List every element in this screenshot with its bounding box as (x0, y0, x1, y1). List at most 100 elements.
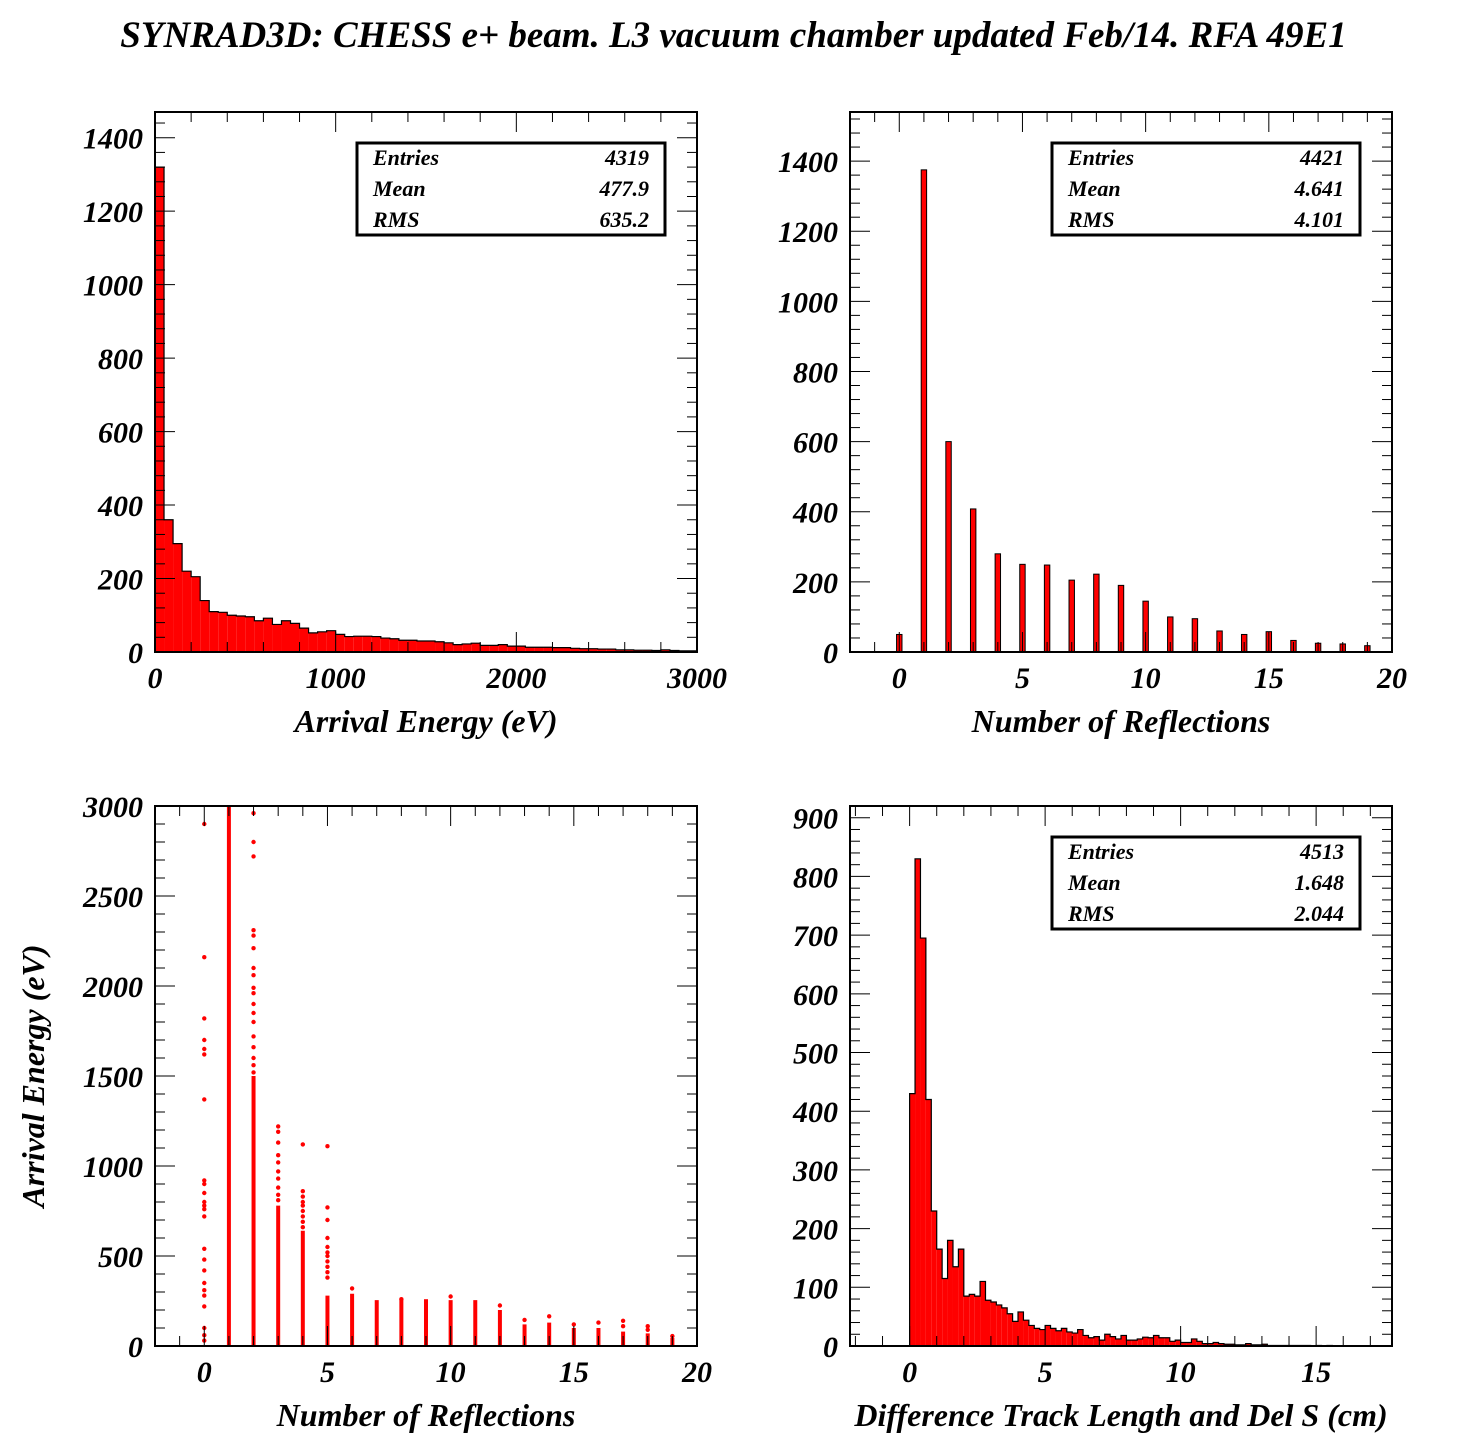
y-tick-label: 2000 (82, 971, 143, 1004)
stats-value: 4319 (604, 145, 649, 170)
stats-value: 2.044 (1294, 901, 1345, 926)
stats-value: 477.9 (599, 176, 650, 201)
scatter-point (596, 1320, 601, 1325)
y-tick-label: 0 (128, 1331, 143, 1364)
histogram-bar (407, 640, 417, 652)
y-tick-label: 1400 (778, 146, 838, 179)
histogram-bar (980, 1281, 986, 1346)
scatter-point (202, 1293, 207, 1298)
histogram-bar (579, 648, 589, 652)
scatter-point (275, 1169, 281, 1174)
scatter-point (202, 1304, 207, 1309)
histogram-bar (1077, 1329, 1084, 1346)
scatter-point (251, 1045, 256, 1050)
histogram-bar (660, 649, 670, 652)
histogram-bar (1158, 1337, 1165, 1346)
histogram-bar (543, 647, 553, 652)
histogram-bar (1110, 1336, 1116, 1346)
histogram-bar (1050, 1328, 1056, 1346)
histogram-bar (227, 615, 237, 652)
histogram-bar (994, 553, 1002, 653)
x-tick-label: 20 (681, 1356, 712, 1389)
scatter-point (275, 1124, 281, 1129)
histogram-bar (1072, 1333, 1078, 1346)
x-tick-label: 5 (1038, 1356, 1053, 1389)
scatter-point (325, 1250, 330, 1255)
histogram-bar (299, 628, 309, 652)
scatter-point (202, 955, 207, 960)
scatter-point (620, 1318, 626, 1324)
histogram-bar (606, 649, 616, 652)
y-tick-label: 0 (128, 637, 143, 670)
stats-box-frame (1050, 141, 1362, 237)
histogram-bar (1023, 1320, 1029, 1346)
histogram-bar (1055, 1330, 1062, 1346)
chart-panel-2: 0 200 400 600 800 1000 1200 1400 0 5 10 15 20 Number … (778, 111, 1407, 739)
histogram-bar (444, 642, 454, 652)
scatter-point (399, 1297, 404, 1302)
histogram-bar (1191, 1338, 1197, 1346)
histogram-bar (969, 508, 977, 653)
scatter-point (300, 1219, 306, 1225)
histogram-bar (1018, 1311, 1024, 1346)
y-tick-label: 0 (823, 637, 838, 670)
scatter-point (202, 1246, 207, 1252)
scatter-point (251, 965, 256, 971)
stats-value: 635.2 (600, 207, 650, 232)
histogram-bar (263, 618, 273, 652)
scatter-point (251, 973, 256, 978)
scatter-point (251, 1001, 256, 1007)
histogram-bar (398, 640, 408, 652)
scatter-point (202, 1280, 207, 1286)
x-tick-label: 15 (1254, 662, 1284, 695)
scatter-point (251, 946, 256, 951)
scatter-point (251, 933, 256, 938)
histogram-bar (317, 631, 327, 652)
chart-panel-1: 0 200 400 600 800 1000 1200 1400 0 1000 2000 3000 Ar… (83, 111, 727, 739)
histogram-bar (1066, 1331, 1073, 1346)
stats-label: RMS (1067, 901, 1114, 926)
histogram-bar (936, 1249, 943, 1346)
scatter-point (325, 1253, 330, 1259)
scatter-point (275, 1185, 281, 1190)
histogram-bar (1007, 1313, 1013, 1346)
y-tick-label: 700 (793, 920, 838, 953)
scatter-point (251, 985, 256, 990)
scatter-point (349, 1286, 355, 1291)
y-tick-label: 800 (793, 356, 838, 389)
page-title: SYNRAD3D: CHESS e+ beam. L3 vacuum chamb… (120, 15, 1347, 56)
histogram-bar (380, 638, 390, 652)
histogram-bar (435, 641, 445, 652)
y-tick-label: 500 (98, 1241, 143, 1274)
histogram-bar (1148, 1337, 1154, 1346)
x-axis-label: Difference Track Length and Del S (cm) (853, 1397, 1387, 1433)
histogram-bar (471, 643, 481, 652)
x-axis-label: Number of Reflections (276, 1397, 576, 1433)
x-tick-label: 15 (559, 1356, 589, 1389)
histogram-bar (362, 636, 372, 652)
histogram-bar (1131, 1340, 1138, 1346)
x-tick-label: 10 (1131, 662, 1161, 695)
histogram-bar (1186, 1342, 1192, 1346)
scatter-point (448, 1294, 453, 1299)
chart-panel-3: 0 500 1000 1500 2000 2500 3000 0 5 10 15 20 Number o… (15, 791, 712, 1433)
histogram-bar (1083, 1335, 1089, 1346)
histogram-bar (1104, 1334, 1111, 1346)
scatter-point (202, 1268, 207, 1273)
histogram-bar (516, 646, 526, 652)
histogram-bar (173, 543, 183, 652)
x-axis-label: Number of Reflections (971, 703, 1271, 739)
y-tick-label: 3000 (82, 791, 143, 824)
histogram-bar (1164, 1337, 1170, 1346)
x-tick-label: 0 (148, 662, 163, 695)
scatter-point (497, 1303, 503, 1308)
x-axis-label: Arrival Energy (eV) (292, 703, 557, 739)
histogram-bar (963, 1296, 970, 1346)
y-tick-label: 400 (792, 1096, 838, 1129)
y-tick-label: 1000 (83, 270, 143, 303)
scatter-point (251, 1063, 256, 1068)
y-tick-label: 2500 (82, 881, 143, 914)
scatter-point (325, 1144, 330, 1149)
stats-label: Mean (372, 176, 426, 201)
y-tick-label: 100 (793, 1272, 838, 1305)
